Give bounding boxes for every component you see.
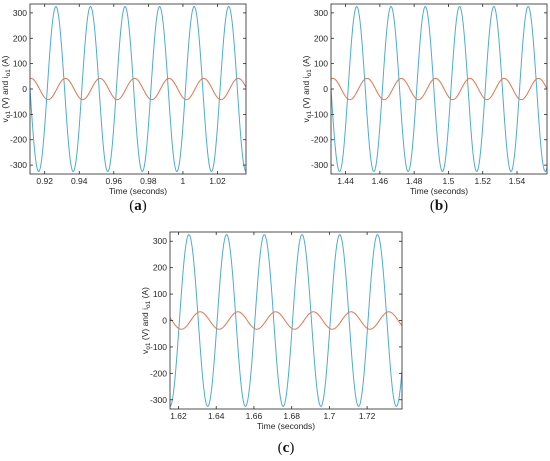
- x-tick-label: 1.68: [283, 411, 300, 421]
- y-tick-label: 0: [162, 316, 167, 326]
- x-tick-label: 1.54: [509, 176, 526, 186]
- y-tick-label: 200: [13, 33, 27, 43]
- y-tick-label: 0: [22, 84, 27, 94]
- x-tick-label: 1.44: [337, 176, 354, 186]
- chart-panel-c: 1.62 1.64 1.66 1.68 1.7 1.72 -300 -200 -100 0 100 2…: [140, 231, 403, 456]
- chart-panel-a: 0.92 0.94 0.96 0.98 1 1.02 -300 -200 -100 0 100 200…: [0, 3, 247, 214]
- y-tick-label: -300: [150, 395, 167, 405]
- series-line-voltage: [331, 6, 547, 172]
- x-tick-label: 1.48: [406, 176, 423, 186]
- x-axis-label: Time (seconds): [257, 421, 315, 431]
- x-tick-label: 0.96: [106, 176, 123, 186]
- x-tick-label: 0.98: [140, 176, 157, 186]
- y-tick-label: -100: [311, 109, 328, 119]
- y-tick-label: 100: [13, 59, 27, 69]
- x-tick-label: 1.62: [170, 411, 187, 421]
- axes-frame: [169, 231, 403, 410]
- y-tick-label: -100: [150, 342, 167, 352]
- y-tick-label: -200: [311, 135, 328, 145]
- x-tick-label: 1.64: [208, 411, 225, 421]
- y-tick-label: 100: [314, 59, 328, 69]
- axes-frame: [330, 3, 548, 175]
- x-tick-label: 0.94: [71, 176, 88, 186]
- x-tick-label: 0.92: [36, 176, 53, 186]
- x-tick-label: 1.52: [474, 176, 491, 186]
- y-axis-label: vo1 (V) and io1 (A): [301, 55, 313, 122]
- series-line-current: [170, 311, 402, 330]
- series-line-current: [331, 77, 547, 101]
- series-line-voltage: [170, 234, 402, 407]
- panel-label: (b): [430, 198, 448, 214]
- y-tick-label: 300: [314, 8, 328, 18]
- y-tick-label: -100: [10, 109, 27, 119]
- x-tick-label: 1.5: [443, 176, 455, 186]
- y-tick-label: 100: [153, 289, 167, 299]
- y-tick-label: 300: [153, 236, 167, 246]
- x-tick-label: 1.66: [246, 411, 263, 421]
- y-axis-label: vo1 (V) and io1 (A): [0, 55, 12, 122]
- series-line-voltage: [30, 6, 246, 172]
- x-tick-label: 1: [181, 176, 186, 186]
- y-tick-label: -200: [150, 368, 167, 378]
- series-line-current: [30, 77, 246, 101]
- panel-label: (c): [278, 440, 295, 456]
- y-tick-label: -300: [311, 160, 328, 170]
- y-tick-label: -200: [10, 135, 27, 145]
- x-tick-label: 1.72: [359, 411, 376, 421]
- y-tick-label: -300: [10, 160, 27, 170]
- x-tick-label: 1.7: [323, 411, 335, 421]
- y-tick-label: 200: [153, 263, 167, 273]
- x-tick-label: 1.46: [372, 176, 389, 186]
- panel-label: (a): [129, 198, 147, 214]
- x-axis-label: Time (seconds): [410, 186, 468, 196]
- x-axis-label: Time (seconds): [109, 186, 167, 196]
- chart-panel-b: 1.44 1.46 1.48 1.5 1.52 1.54 -300 -200 -100 0 100 2…: [301, 3, 548, 214]
- y-axis-label: vo1 (V) and io1 (A): [140, 287, 152, 354]
- x-tick-label: 1.02: [209, 176, 226, 186]
- y-tick-label: 0: [323, 84, 328, 94]
- y-tick-label: 300: [13, 8, 27, 18]
- y-tick-label: 200: [314, 33, 328, 43]
